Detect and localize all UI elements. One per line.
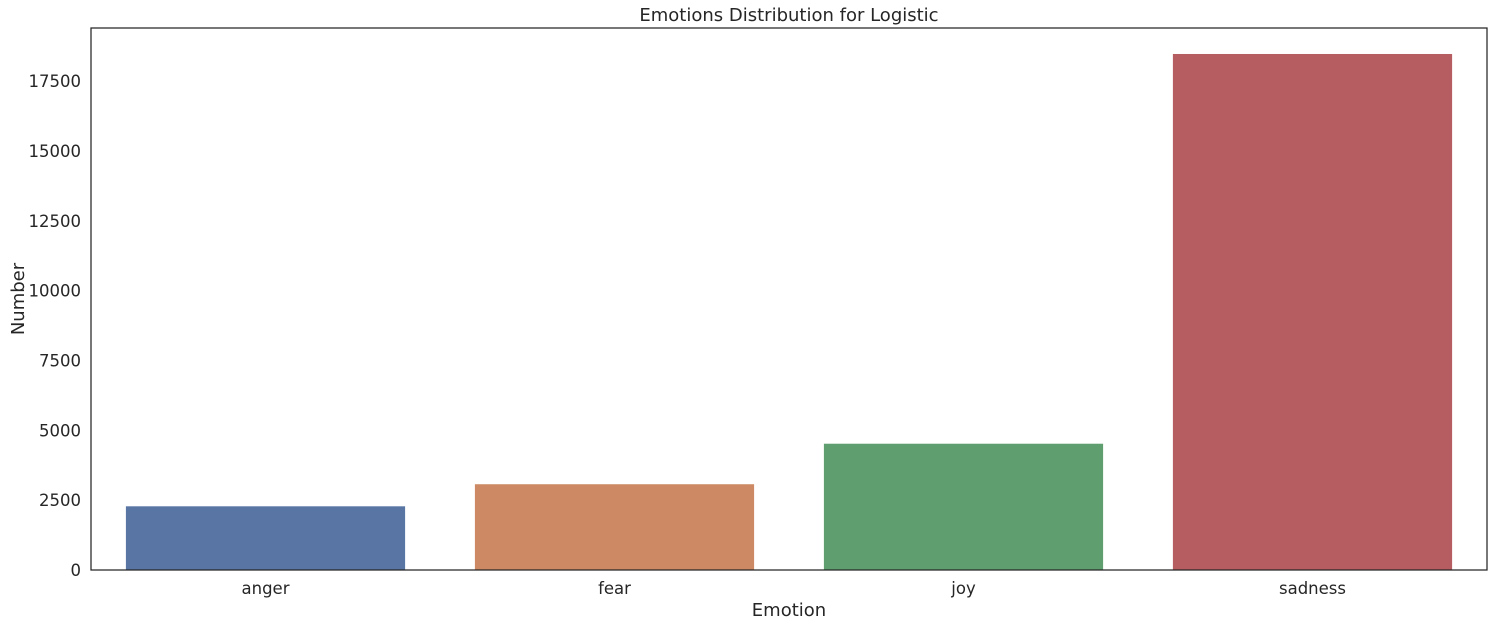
bars-group xyxy=(125,53,1453,571)
bar-anger xyxy=(125,506,406,570)
y-tick-label-7500: 7500 xyxy=(39,351,81,370)
y-axis-label: Number xyxy=(8,262,29,335)
x-axis-ticks: anger fear joy sadness xyxy=(242,579,1346,598)
y-tick-label-17500: 17500 xyxy=(29,72,82,91)
y-tick-label-0: 0 xyxy=(71,561,82,580)
y-tick-label-12500: 12500 xyxy=(29,212,82,231)
y-tick-label-5000: 5000 xyxy=(39,421,81,440)
chart-title: Emotions Distribution for Logistic xyxy=(639,5,938,26)
x-tick-label-sadness: sadness xyxy=(1279,579,1346,598)
bar-fear xyxy=(474,484,755,570)
x-tick-label-anger: anger xyxy=(242,579,290,598)
x-axis-label: Emotion xyxy=(752,600,826,621)
y-axis-ticks: 0 2500 5000 7500 10000 12500 15000 17500 xyxy=(29,72,82,580)
x-tick-label-fear: fear xyxy=(598,579,631,598)
bar-sadness xyxy=(1172,53,1453,571)
bar-joy xyxy=(823,443,1104,570)
y-tick-label-10000: 10000 xyxy=(29,282,82,301)
y-tick-label-15000: 15000 xyxy=(29,142,82,161)
x-tick-label-joy: joy xyxy=(950,579,976,598)
y-tick-label-2500: 2500 xyxy=(39,491,81,510)
plot-frame xyxy=(90,27,1488,571)
